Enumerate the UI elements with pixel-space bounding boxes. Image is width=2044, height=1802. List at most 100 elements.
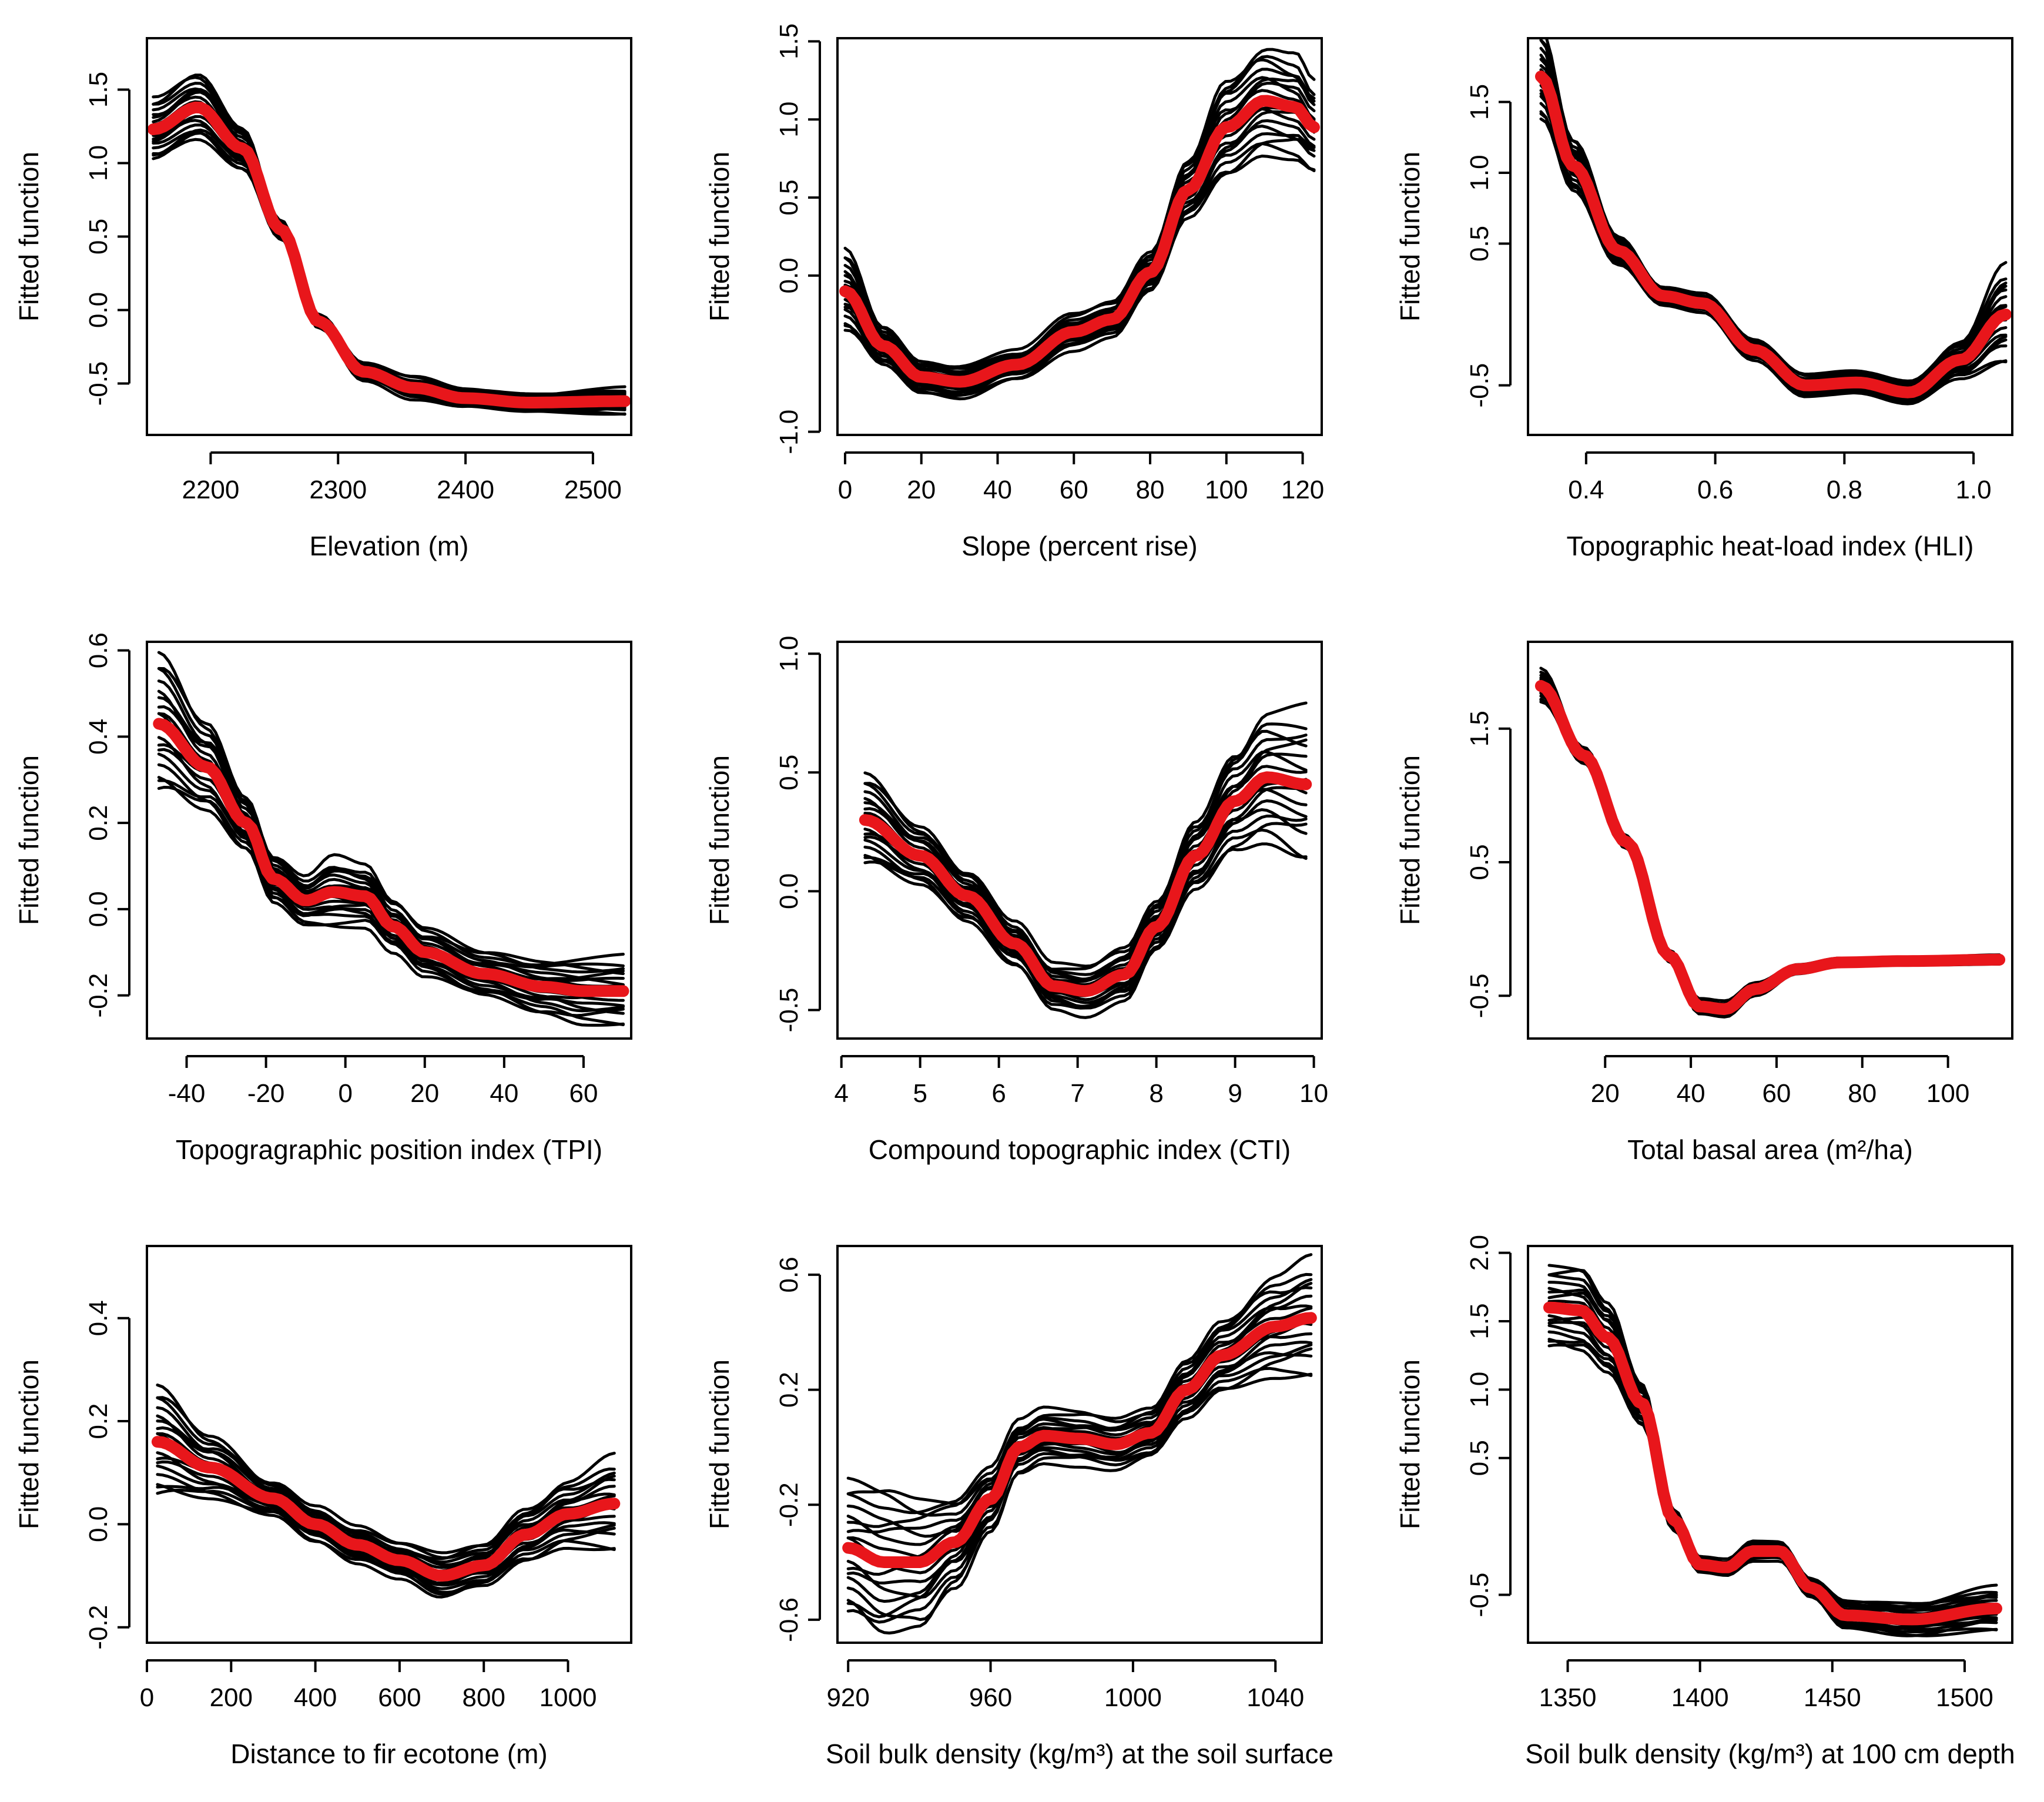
chart-panel-6: 20 40 60 80 100 -0.5 0.5 1.5 Total basal area (m…: [1395, 641, 2013, 1165]
ensemble-line: [846, 1341, 1313, 1619]
chart-panel-2: 0 20 40 60 80 100 120 -1.0 0.0 0.5 1.0 1.5 Slope (pe…: [704, 24, 1324, 561]
x-tick-label: 1450: [1804, 1683, 1861, 1712]
y-tick-label: -0.2: [84, 1605, 113, 1650]
y-tick-label: 0.5: [84, 219, 113, 254]
x-tick-label: 80: [1848, 1079, 1877, 1108]
y-tick-label: 0.0: [775, 873, 803, 909]
x-tick-label: 2200: [182, 475, 239, 504]
x-tick-label: 0: [140, 1683, 154, 1712]
y-axis-title: Fitted function: [1395, 1359, 1425, 1529]
ensemble-line: [152, 82, 626, 397]
ensemble-line: [843, 48, 1316, 369]
y-tick-label: 0.5: [775, 755, 803, 791]
x-tick-label: 5: [913, 1079, 927, 1108]
x-tick-label: 100: [1926, 1079, 1969, 1108]
x-tick-label: 6: [991, 1079, 1006, 1108]
ensemble-curves: [842, 1253, 1317, 1634]
plot-frame: [146, 37, 632, 436]
ensemble-curves: [839, 48, 1320, 401]
y-axis-title: Fitted function: [1395, 755, 1425, 925]
mean-line: [1535, 71, 2012, 398]
plot-frame: [836, 641, 1323, 1040]
ensemble-line: [157, 786, 625, 1026]
x-tick-label: -20: [247, 1079, 285, 1108]
x-tick-label: 4: [834, 1079, 848, 1108]
plot-frame: [146, 641, 632, 1040]
y-tick-label: 0.6: [84, 632, 113, 668]
x-tick-label: 80: [1136, 475, 1165, 504]
chart-panel-3: 0.4 0.6 0.8 1.0 -0.5 0.5 1.0 1.5 Topographic hea…: [1395, 37, 2013, 561]
y-tick-label: 0.0: [84, 1506, 113, 1542]
y-tick-label: -0.2: [84, 973, 113, 1018]
x-tick-label: 1.0: [1955, 475, 1991, 504]
y-tick-label: 0.6: [775, 1257, 803, 1292]
x-tick-label: 0.4: [1568, 475, 1604, 504]
mean-line: [839, 95, 1320, 388]
plot-frame: [1527, 641, 2013, 1040]
y-tick-label: 1.0: [84, 145, 113, 181]
y-tick-label: 1.5: [84, 72, 113, 108]
plot-frame: [146, 1245, 632, 1644]
y-tick-label: -1.0: [775, 410, 803, 454]
y-axis-title: Fitted function: [704, 1359, 735, 1529]
x-tick-label: 600: [378, 1683, 421, 1712]
ensemble-line: [1539, 53, 2008, 391]
y-tick-label: 0.5: [1465, 844, 1494, 880]
x-tick-label: 60: [1762, 1079, 1791, 1108]
x-tick-label: 10: [1299, 1079, 1328, 1108]
chart-panel-8: 920 960 1000 1040 -0.6 -0.2 0.2 0.6 Soil bulk de…: [704, 1245, 1333, 1769]
y-axis-title: Fitted function: [1395, 152, 1425, 321]
y-axis-title: Fitted function: [14, 1359, 44, 1529]
x-tick-label: 1000: [540, 1683, 597, 1712]
ensemble-line: [157, 666, 625, 976]
x-tick-label: 100: [1205, 475, 1248, 504]
plot-frame: [836, 1245, 1323, 1644]
ensemble-line: [157, 712, 625, 1002]
y-tick-label: 2.0: [1465, 1235, 1494, 1271]
ensemble-line: [863, 729, 1308, 981]
x-axis-title: Soil bulk density (kg/m³) at 100 cm dept…: [1525, 1739, 2015, 1769]
x-axis-title: Slope (percent rise): [961, 531, 1197, 561]
x-tick-label: 20: [410, 1079, 439, 1108]
ensemble-line: [1547, 1339, 1998, 1630]
x-axis-title: Total basal area (m²/ha): [1627, 1134, 1913, 1165]
ensemble-curves: [1543, 1264, 2002, 1637]
x-axis-title: Elevation (m): [310, 531, 469, 561]
ensemble-line: [1547, 1281, 1998, 1616]
ensemble-line: [1547, 1343, 1998, 1633]
y-tick-label: 1.0: [1465, 155, 1494, 190]
ensemble-line: [843, 138, 1316, 397]
ensemble-line: [1544, 38, 2008, 386]
x-tick-label: 8: [1149, 1079, 1163, 1108]
x-tick-label: 800: [463, 1683, 505, 1712]
chart-panel-7: 0 200 400 600 800 1000 -0.2 0.0 0.2 0.4 Distance t…: [14, 1245, 632, 1769]
x-tick-label: 1000: [1104, 1683, 1162, 1712]
x-tick-label: 20: [907, 475, 936, 504]
x-tick-label: 1400: [1671, 1683, 1729, 1712]
ensemble-line: [1547, 1330, 1998, 1637]
x-axis-title: Compound topographic index (CTI): [869, 1134, 1291, 1165]
ensemble-line: [846, 1253, 1313, 1515]
y-tick-label: 1.0: [1465, 1372, 1494, 1408]
x-tick-label: 40: [983, 475, 1012, 504]
y-axis-title: Fitted function: [14, 755, 44, 925]
y-tick-label: 1.0: [775, 102, 803, 138]
x-tick-label: 20: [1591, 1079, 1620, 1108]
x-tick-label: 1350: [1539, 1683, 1597, 1712]
chart-panel-4: -40 -20 0 20 40 60 -0.2 0.0 0.2 0.4 0.6 Topogragrap…: [14, 632, 632, 1165]
ensemble-line: [1539, 671, 2001, 1003]
ensemble-line: [1539, 666, 2001, 1006]
plot-frame: [1527, 37, 2013, 436]
ensemble-line: [1539, 38, 2008, 385]
ensemble-curves: [153, 651, 629, 1027]
ensemble-curves: [859, 701, 1312, 1019]
y-tick-label: 0.0: [84, 891, 113, 927]
x-tick-label: 60: [1060, 475, 1088, 504]
ensemble-line: [157, 776, 625, 1017]
ensemble-line: [846, 1312, 1313, 1575]
ensemble-line: [1539, 46, 2008, 389]
y-tick-label: 0.2: [84, 1403, 113, 1439]
x-tick-label: 60: [569, 1079, 598, 1108]
